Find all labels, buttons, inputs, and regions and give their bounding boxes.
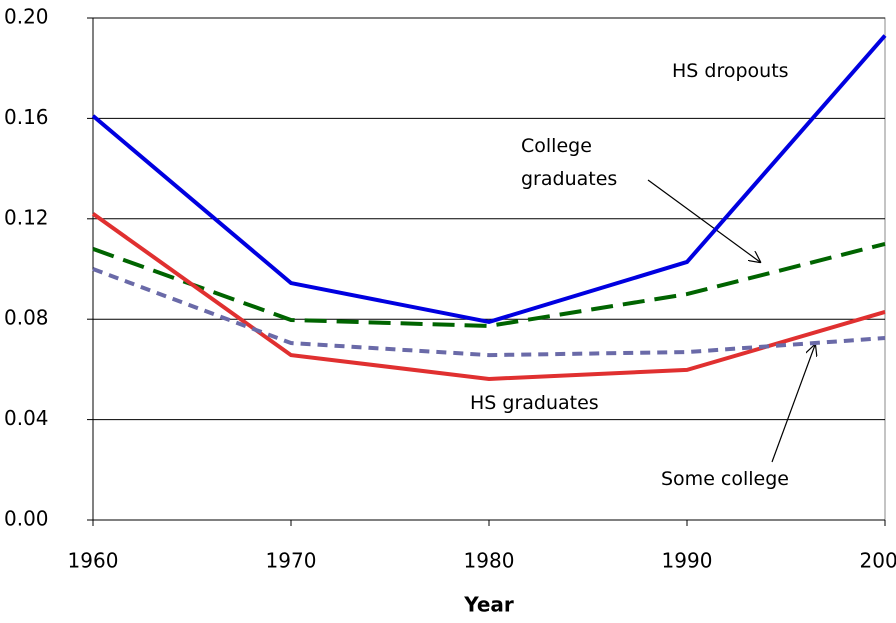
series-line	[92, 241, 886, 328]
x-tick-label: 2000	[860, 549, 896, 573]
y-tick-label: 0.16	[4, 105, 49, 129]
series-line	[91, 212, 886, 381]
series-line	[92, 267, 886, 358]
x-tick-label: 1970	[266, 549, 317, 573]
x-tick-label: 1990	[662, 549, 713, 573]
x-tick-label: 1980	[464, 549, 515, 573]
y-tick-label: 0.00	[4, 507, 49, 531]
series-line	[91, 34, 887, 325]
annotation: College graduates	[521, 135, 618, 190]
arrow	[771, 345, 815, 463]
y-tick-label: 0.20	[4, 5, 49, 29]
x-axis-label: Year	[463, 593, 514, 617]
arrow	[647, 179, 760, 262]
annotation: Some college	[661, 468, 789, 490]
y-tick-label: 0.04	[4, 406, 49, 430]
annotation: HS graduates	[470, 392, 599, 414]
annotation: HS dropouts	[672, 60, 789, 82]
y-tick-label: 0.12	[4, 205, 49, 229]
x-tick-label: 1960	[68, 549, 119, 573]
plot-frame	[92, 17, 886, 521]
y-tick-label: 0.08	[4, 306, 49, 330]
